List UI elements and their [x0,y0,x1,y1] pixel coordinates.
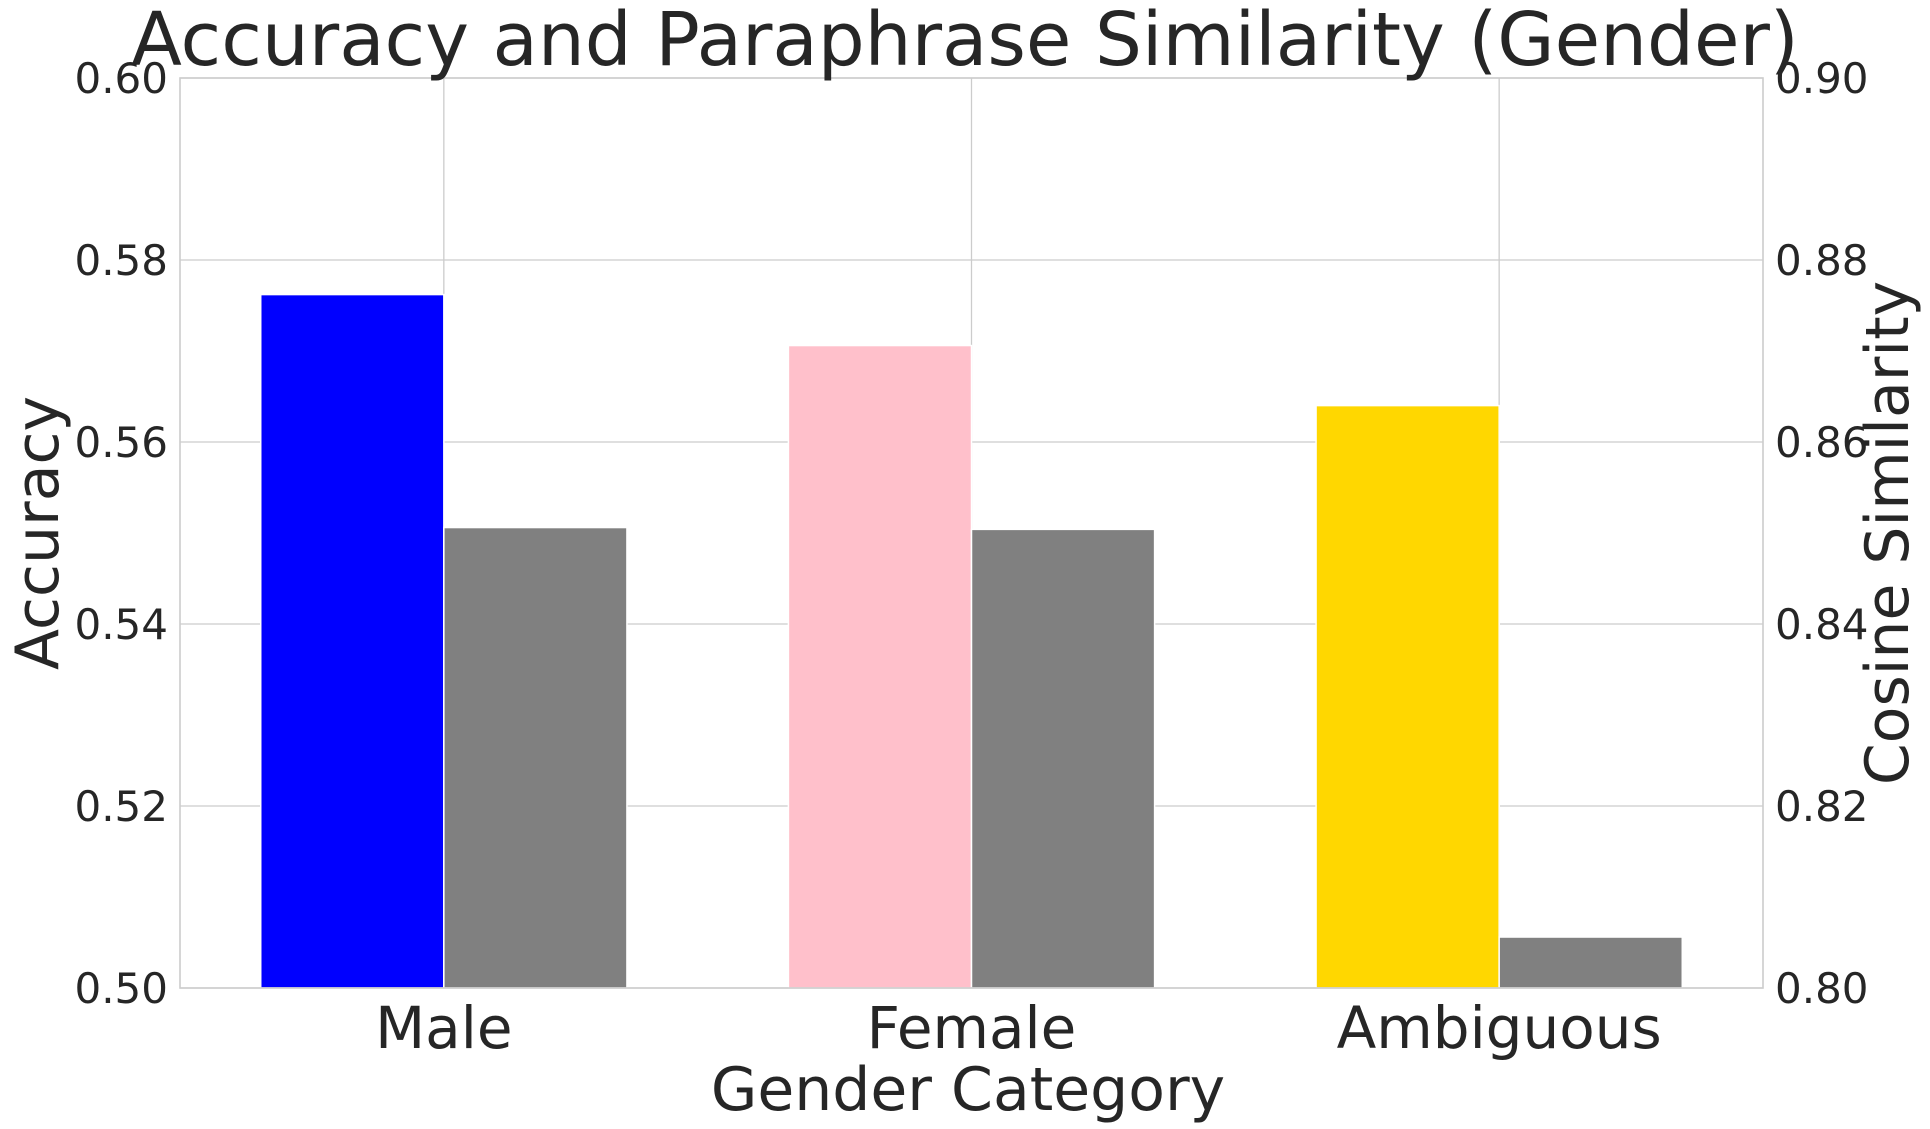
y-axis-right-label: Cosine Similarity [1853,281,1923,785]
bar-cosine-similarity-female [970,528,1156,989]
y-axis-right-ticks: 0.80 0.82 0.84 0.86 0.88 0.90 [1775,54,1869,1013]
y-left-tick-label: 0.56 [74,418,168,467]
chart-title: Accuracy and Paraphrase Similarity (Gend… [131,0,1799,83]
x-tick-label: Ambiguous [1337,994,1662,1062]
y-right-tick-label: 0.90 [1775,54,1869,103]
y-left-tick-label: 0.54 [74,600,168,649]
y-right-tick-label: 0.84 [1775,600,1869,649]
y-axis-left-label: Accuracy [3,396,73,670]
y-left-tick-label: 0.60 [74,54,168,103]
y-left-tick-label: 0.58 [74,236,168,285]
x-tick-label: Male [375,994,512,1062]
y-axis-left-ticks: 0.50 0.52 0.54 0.56 0.58 0.60 [74,54,168,1013]
y-right-tick-label: 0.82 [1775,782,1869,831]
bar-cosine-similarity-ambiguous [1498,936,1684,989]
bar-accuracy-male [259,293,445,989]
x-tick-label: Female [867,994,1077,1062]
bars [259,293,1684,989]
y-right-tick-label: 0.88 [1775,236,1869,285]
y-right-tick-label: 0.80 [1775,964,1869,1013]
bar-cosine-similarity-male [443,526,628,989]
bar-accuracy-female [787,344,973,989]
y-left-tick-label: 0.50 [74,964,168,1013]
plot-frame [179,77,1764,989]
bar-accuracy-ambiguous [1315,404,1500,989]
x-axis-label: Gender Category [711,1055,1225,1125]
y-left-tick-label: 0.52 [74,782,168,831]
y-right-tick-label: 0.86 [1775,418,1869,467]
x-axis-ticks: Male Female Ambiguous [375,994,1662,1062]
